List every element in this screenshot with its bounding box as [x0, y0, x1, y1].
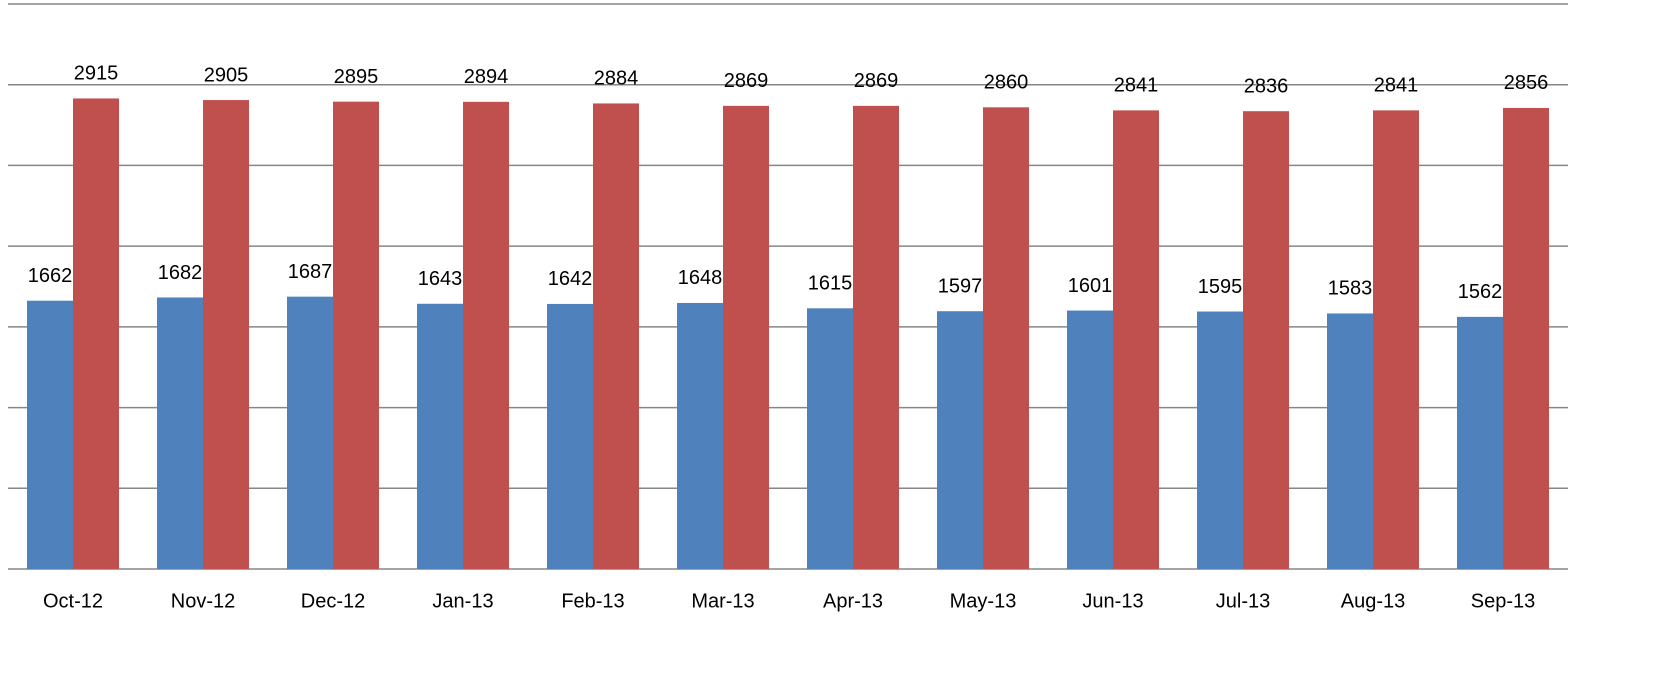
x-tick-label: Jul-13	[1216, 590, 1270, 612]
data-label: 1595	[1198, 276, 1243, 298]
data-label: 2895	[334, 66, 379, 88]
data-label: 1648	[678, 267, 723, 289]
data-label: 2894	[464, 66, 509, 88]
data-label: 1662	[28, 265, 73, 287]
data-label: 2884	[594, 68, 639, 90]
x-tick-label: Sep-13	[1471, 590, 1536, 612]
bar	[1197, 311, 1243, 569]
x-tick-label: Jan-13	[432, 590, 493, 612]
x-tick-label: Apr-13	[823, 590, 883, 612]
bar	[853, 105, 899, 570]
data-label: 2869	[724, 70, 769, 92]
data-label: 2915	[74, 63, 119, 85]
x-tick-label: Nov-12	[171, 590, 235, 612]
data-label: 2841	[1114, 75, 1159, 97]
data-label: 1583	[1328, 278, 1373, 300]
bar	[203, 100, 249, 570]
bar	[593, 103, 639, 569]
bar	[937, 311, 983, 569]
data-label: 2869	[854, 70, 899, 92]
data-label: 1687	[288, 261, 333, 283]
x-tick-label: May-13	[950, 590, 1017, 612]
bar	[417, 303, 463, 569]
data-label: 2905	[204, 64, 249, 86]
bar	[1243, 111, 1289, 569]
x-tick-label: Jun-13	[1082, 590, 1143, 612]
bar	[1327, 313, 1373, 569]
bar	[1457, 316, 1503, 569]
x-tick-label: Oct-12	[43, 590, 103, 612]
bar	[73, 98, 119, 569]
data-label: 2841	[1374, 75, 1419, 97]
bar	[983, 107, 1029, 570]
x-tick-label: Mar-13	[691, 590, 754, 612]
bar	[287, 296, 333, 569]
bar	[807, 308, 853, 569]
bar	[547, 303, 593, 569]
bar	[1503, 107, 1549, 570]
bar	[1373, 110, 1419, 569]
data-label: 1597	[938, 275, 983, 297]
bar	[27, 300, 73, 569]
data-label: 2856	[1504, 72, 1549, 94]
bar	[463, 101, 509, 569]
data-label: 1562	[1458, 281, 1503, 303]
data-label: 1682	[158, 262, 203, 284]
bar	[1067, 310, 1113, 569]
data-label: 1601	[1068, 275, 1113, 297]
x-tick-label: Dec-12	[301, 590, 365, 612]
bar	[333, 101, 379, 570]
data-label: 1615	[808, 273, 853, 295]
data-label: 2836	[1244, 75, 1289, 97]
x-tick-label: Aug-13	[1341, 590, 1406, 612]
bar	[677, 302, 723, 569]
data-label: 2860	[984, 72, 1029, 94]
bar	[157, 297, 203, 569]
data-label: 1643	[418, 268, 463, 290]
x-tick-label: Feb-13	[561, 590, 624, 612]
bar	[1113, 110, 1159, 569]
bar	[723, 105, 769, 570]
data-label: 1642	[548, 268, 593, 290]
